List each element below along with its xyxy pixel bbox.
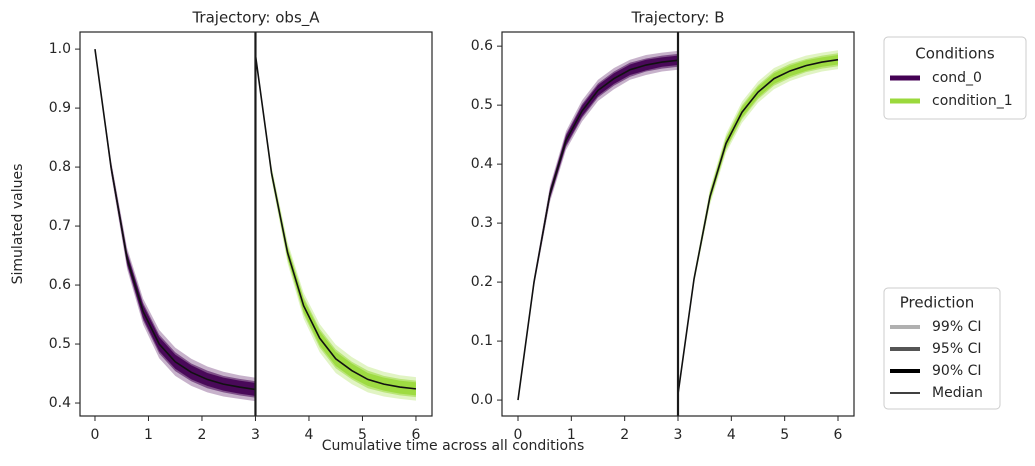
median-line	[254, 54, 417, 390]
x-tick-label: 2	[620, 427, 629, 443]
x-tick-label: 3	[674, 427, 683, 443]
ci-band	[678, 53, 838, 395]
y-tick-label: 0.3	[471, 215, 493, 231]
ci-band	[518, 55, 678, 401]
x-tick-label: 0	[514, 427, 523, 443]
ci-band	[678, 55, 838, 395]
y-tick-label: 0.5	[471, 97, 493, 113]
x-tick-label: 0	[91, 427, 100, 443]
y-tick-label: 0.6	[471, 38, 493, 54]
chart-title: Trajectory: obs_A	[191, 9, 320, 28]
legend-label: cond_0	[932, 70, 982, 86]
y-tick-label: 0.6	[49, 277, 71, 293]
y-tick-label: 0.0	[471, 392, 493, 408]
legend-label: 99% CI	[932, 319, 981, 335]
x-tick-label: 5	[780, 427, 789, 443]
x-tick-label: 3	[251, 427, 260, 443]
y-tick-label: 0.4	[49, 395, 71, 411]
x-tick-label: 2	[198, 427, 207, 443]
ci-band	[255, 55, 416, 396]
x-tick-label: 6	[834, 427, 843, 443]
y-tick-label: 0.7	[49, 218, 71, 234]
y-tick-label: 0.2	[471, 274, 493, 290]
ci-band	[94, 49, 256, 402]
ci-band	[255, 55, 416, 401]
y-tick-label: 0.4	[471, 156, 493, 172]
y-tick-label: 1.0	[49, 41, 71, 57]
legend-title: Prediction	[900, 294, 975, 312]
y-tick-label: 0.1	[471, 333, 493, 349]
legend-label: Median	[932, 385, 983, 401]
median-line	[677, 58, 839, 395]
legend-label: 95% CI	[932, 341, 981, 357]
y-axis-label: Simulated values	[10, 164, 26, 285]
axes-frame	[79, 31, 433, 417]
x-tick-label: 5	[358, 427, 367, 443]
ci-band	[518, 50, 678, 401]
ci-band	[518, 53, 678, 401]
y-tick-label: 0.9	[49, 100, 71, 116]
x-tick-label: 6	[411, 427, 420, 443]
legend-title: Conditions	[915, 45, 995, 63]
x-tick-label: 4	[304, 427, 313, 443]
chart-title: Trajectory: B	[630, 9, 724, 27]
legend-label: condition_1	[932, 93, 1013, 109]
prediction-legend-box	[883, 287, 1001, 410]
median-line	[517, 59, 679, 401]
median-line	[94, 48, 256, 391]
ci-band	[94, 49, 256, 398]
axes-frame	[501, 31, 855, 417]
y-tick-label: 0.5	[49, 336, 71, 352]
x-axis-label: Cumulative time across all conditions	[322, 438, 585, 454]
y-tick-label: 0.8	[49, 159, 71, 175]
ci-band	[94, 49, 256, 396]
x-tick-label: 1	[567, 427, 576, 443]
x-tick-label: 1	[144, 427, 153, 443]
ci-band	[678, 50, 838, 395]
x-tick-label: 4	[727, 427, 736, 443]
legend-label: 90% CI	[932, 363, 981, 379]
